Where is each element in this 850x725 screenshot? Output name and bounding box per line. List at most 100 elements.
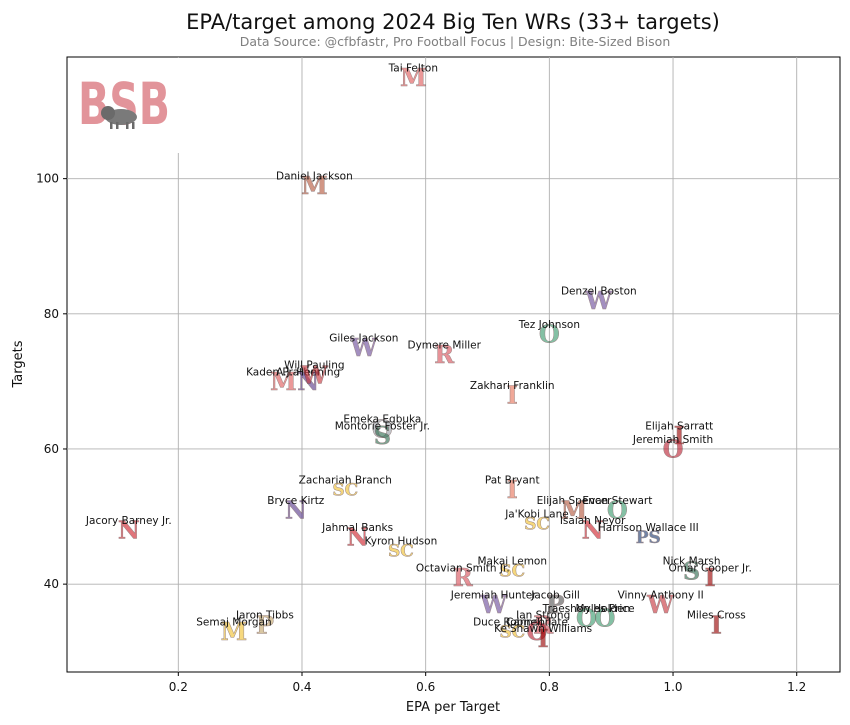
point-label-denzel-boston: Denzel Boston — [561, 285, 637, 297]
point-label-octavian-smith-jr: Octavian Smith Jr. — [416, 562, 510, 574]
bison-icon — [101, 106, 137, 129]
data-point-vinny-anthony-ii: W — [646, 590, 676, 620]
point-label-pat-bryant: Pat Bryant — [485, 475, 540, 487]
point-label-semaj-morgan: Semaj Morgan — [196, 616, 271, 628]
y-tick-label: 40 — [44, 577, 59, 591]
data-point-denzel-boston: W — [584, 286, 614, 316]
data-point-jeremiah-smith: O — [662, 434, 683, 464]
team-logo-mark: PS — [636, 528, 661, 548]
point-label-bryce-kirtz: Bryce Kirtz — [267, 495, 325, 507]
point-label-myles-price: Myles Price — [575, 603, 634, 615]
point-label-dymere-miller: Dymere Miller — [407, 339, 481, 351]
data-point-ke-shawn-williams: I — [537, 624, 549, 654]
point-label-kyron-hudson: Kyron Hudson — [365, 535, 438, 547]
team-logo-mark: I — [507, 475, 518, 504]
point-label-will-pauling: Will Pauling — [284, 360, 344, 372]
team-logo-mark: I — [711, 610, 722, 639]
point-label-a-j-henning: A.J. Henning — [276, 366, 340, 378]
data-point-will-pauling: W — [300, 360, 330, 390]
team-logo-mark: I — [507, 381, 518, 410]
team-logo-mark: W — [646, 590, 675, 619]
point-label-evan-stewart: Evan Stewart — [582, 495, 652, 507]
team-logo-mark: W — [584, 286, 613, 315]
data-point-kyron-hudson: SC — [388, 541, 414, 562]
team-logo-mark: R — [533, 610, 554, 639]
data-point-jaron-tibbs: P — [256, 610, 275, 640]
data-point-kaden-prather: M — [270, 367, 297, 397]
point-label-elijah-spencer: Elijah Spencer — [537, 495, 612, 507]
team-logo-mark: W — [300, 360, 329, 389]
team-logo-mark: M — [400, 63, 427, 92]
data-point-jahmal-banks: N — [346, 522, 369, 552]
point-label-carnell-tate: Carnell Tate — [506, 616, 568, 628]
data-point-bryce-kirtz: N — [285, 495, 307, 525]
point-label-zakhari-franklin: Zakhari Franklin — [470, 380, 555, 392]
point-label-nick-marsh: Nick Marsh — [663, 556, 721, 568]
data-point-jeremiah-hunter: W — [479, 590, 509, 620]
data-point-montorie-foster-jr: S — [373, 421, 391, 451]
point-label-daniel-jackson: Daniel Jackson — [276, 170, 353, 182]
point-label-isaiah-neyor: Isaiah Neyor — [560, 515, 626, 527]
data-point-traeshon-holden: O — [576, 603, 597, 633]
chart-subtitle: Data Source: @cfbfastr, Pro Football Foc… — [240, 34, 671, 49]
point-label-tez-johnson: Tez Johnson — [518, 319, 580, 331]
point-label-ja-kobi-lane: Ja'Kobi Lane — [504, 508, 569, 520]
team-logo-mark: N — [297, 367, 319, 396]
x-tick-label: 1.0 — [663, 680, 682, 694]
point-label-miles-cross: Miles Cross — [687, 610, 746, 622]
team-logo-mark: W — [349, 333, 378, 362]
data-point-jacory-barney-jr: N — [118, 515, 140, 545]
team-logo-mark: I — [705, 563, 716, 592]
data-point-myles-price: O — [594, 603, 615, 633]
team-logo-mark: O — [527, 617, 548, 646]
data-point-giles-jackson: W — [349, 333, 379, 363]
point-label-vinny-anthony-ii: Vinny Anthony II — [618, 589, 704, 601]
plot-area — [66, 56, 841, 673]
team-logo-mark: N — [285, 495, 307, 524]
point-label-giles-jackson: Giles Jackson — [329, 333, 398, 345]
data-point-duce-robinson: SC — [499, 622, 525, 643]
team-logo-mark: SC — [499, 562, 525, 582]
data-point-nick-marsh: S — [683, 556, 701, 586]
team-logo-mark: O — [576, 604, 597, 633]
team-logo-mark: SC — [332, 481, 358, 501]
team-logo-mark: S — [683, 556, 700, 585]
data-point-ja-kobi-lane: SC — [524, 514, 550, 535]
data-point-octavian-smith-jr: R — [453, 563, 475, 593]
chart-title: EPA/target among 2024 Big Ten WRs (33+ t… — [186, 10, 720, 34]
team-logo-mark: O — [539, 320, 560, 349]
data-point-elijah-sarratt: I — [673, 421, 685, 451]
x-tick-label: 0.2 — [169, 680, 188, 694]
data-point-miles-cross: I — [710, 610, 722, 640]
data-point-daniel-jackson: M — [301, 171, 328, 201]
x-tick-label: 0.4 — [292, 680, 311, 694]
point-label-jeremiah-hunter: Jeremiah Hunter — [450, 589, 537, 601]
point-label-elijah-sarratt: Elijah Sarratt — [645, 420, 713, 432]
point-label-montorie-foster-jr: Montorie Foster Jr. — [335, 420, 430, 432]
point-label-zachariah-branch: Zachariah Branch — [299, 475, 392, 487]
data-point-dymere-miller: R — [434, 340, 456, 370]
data-point-jacob-gill: P — [546, 590, 565, 620]
point-label-jaron-tibbs: Jaron Tibbs — [235, 610, 294, 622]
data-point-tez-johnson: O — [539, 319, 560, 349]
bsb-watermark-logo: BSB — [70, 58, 180, 153]
data-point-evan-stewart: O — [607, 495, 628, 525]
team-logo-mark: N — [347, 522, 369, 551]
point-label-jacory-barney-jr: Jacory Barney Jr. — [85, 515, 172, 527]
team-logo-mark: O — [607, 495, 628, 524]
data-point-harrison-wallace-iii: PS — [636, 528, 662, 549]
team-logo-mark: O — [372, 414, 393, 443]
team-logo-mark: N — [118, 516, 140, 545]
team-logo-mark: SC — [499, 623, 525, 643]
y-axis-label: Targets — [11, 340, 26, 388]
point-label-jeremiah-smith: Jeremiah Smith — [632, 434, 713, 446]
team-logo-mark: S — [374, 421, 391, 450]
point-label-traeshon-holden: Traeshon Holden — [542, 603, 631, 615]
team-logo-mark: R — [453, 563, 474, 592]
data-point-omar-cooper-jr: I — [704, 563, 716, 593]
data-point-carnell-tate: O — [526, 617, 548, 647]
x-tick-label: 0.6 — [416, 680, 435, 694]
data-point-zachariah-branch: SC — [332, 480, 358, 501]
point-label-ke-shawn-williams: Ke'Shawn Williams — [494, 623, 592, 635]
